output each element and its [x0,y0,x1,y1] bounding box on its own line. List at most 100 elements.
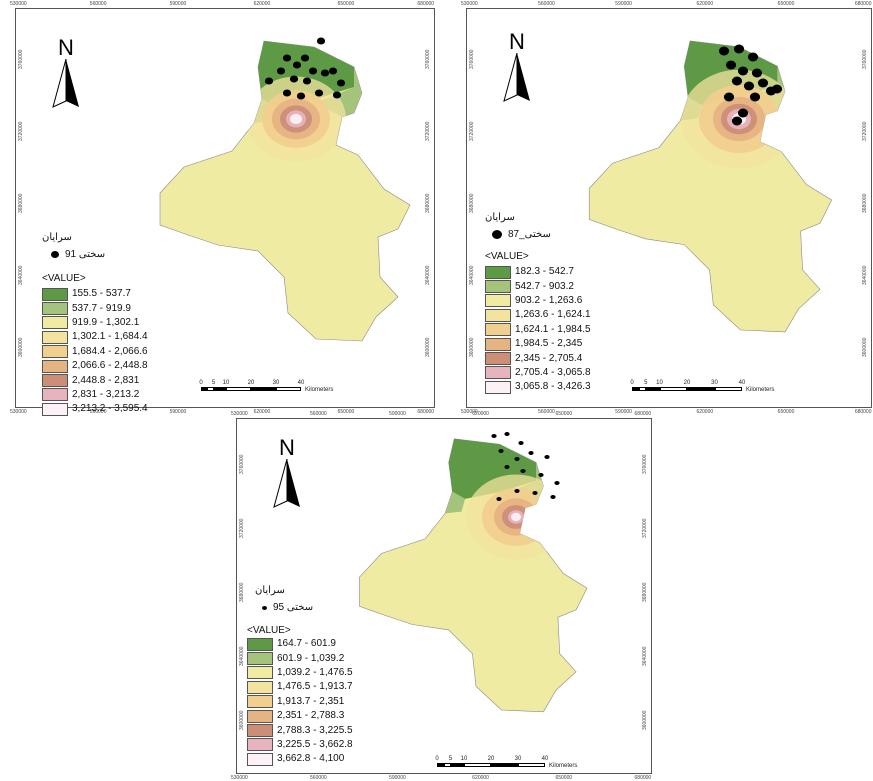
point-legend-entry: سختی_87 [492,229,551,240]
coord-tick-top: 590000 [389,411,406,417]
coord-tick-bottom: 620000 [696,409,714,415]
legend-label: 1,624.1 - 1,984.5 [515,323,591,335]
scale-tick-label: 0 [630,380,634,386]
point-symbol-icon [51,251,59,258]
sample-point [504,465,510,469]
legend-label: 1,476.5 - 1,913.7 [277,681,353,693]
scale-tick-label: 0 [435,756,439,762]
legend-swatch [42,388,68,402]
legend-swatch [42,374,68,388]
scale-segment [251,387,276,391]
coord-tick-bottom: 680000 [417,409,435,415]
legend-swatch [247,752,273,766]
scale-segment [437,763,444,767]
legend-label: 1,302.1 - 1,684.4 [72,331,148,343]
coord-tick-bottom: 560000 [310,775,327,781]
coord-tick-right: 3640000 [425,265,431,285]
legend-swatch [42,316,68,330]
sample-point [514,489,520,493]
sample-point [731,116,743,126]
region-boundary [588,40,833,333]
legend-row: 2,345 - 2,705.4 [485,351,591,366]
coord-tick-top: 560000 [89,1,107,7]
legend-row: 2,705.4 - 3,065.8 [485,366,591,380]
scale-segment [213,387,226,391]
legend-row: 903.2 - 1,263.6 [485,294,591,308]
scale-segment [226,387,251,391]
legend-swatch [247,666,273,680]
map-canvas [359,432,588,713]
legend-row: 1,263.6 - 1,624.1 [485,308,591,322]
sample-point [554,481,560,485]
coord-tick-top: 620000 [696,1,714,7]
sample-point [498,449,504,453]
coord-tick-right: 3760000 [425,49,431,69]
sample-point [518,441,524,445]
scale-tick-label: 40 [541,756,549,762]
coord-tick-right: 3760000 [642,454,648,474]
scale-bar: 0 5 10 20 30 40 Kilometers [199,380,333,393]
point-symbol-icon [262,605,267,610]
coord-tick-top: 620000 [253,1,271,7]
coord-tick-top: 560000 [538,1,555,7]
sample-point [737,66,749,76]
layer-title: سرایان [485,212,515,223]
layer-title: سرایان [42,232,72,243]
legend-label: 542.7 - 903.2 [515,280,574,292]
legend-swatch [42,287,68,301]
hotspot-ring-9 [290,113,302,125]
legend-swatch [42,345,68,359]
coord-tick-bottom: 560000 [89,409,107,415]
legend-label: 182.3 - 542.7 [515,266,574,278]
legend-label: 1,263.6 - 1,624.1 [515,309,591,321]
zone-class-2 [445,491,466,514]
legend-label: 2,705.4 - 3,065.8 [515,366,591,378]
scale-segment [201,387,208,391]
legend-label: 1,984.5 - 2,345 [515,338,583,350]
legend-swatch [485,294,511,308]
scale-tick-label: 10 [460,756,468,762]
coord-tick-top: 650000 [555,411,573,417]
point-label: سختی 91 [65,249,106,260]
scale-segment [464,763,491,767]
coord-tick-left: 3680000 [18,193,24,213]
sample-point [491,434,497,438]
legend-row: 3,065.8 - 3,426.3 [485,380,591,394]
legend-swatch [42,302,68,316]
map-canvas [159,37,411,342]
coord-tick-left: 3680000 [239,582,245,602]
map-panel-1: 530000 560000 590000 620000 650000 680000 5300… [10,2,435,416]
coord-tick-right: 3600000 [425,337,431,357]
coord-tick-top: 530000 [461,1,478,7]
legend-row: 1,476.5 - 1,913.7 [247,680,353,694]
coord-tick-top: 650000 [337,1,355,7]
legend-row: 155.5 - 537.7 [42,287,148,301]
coord-tick-top: 590000 [615,1,632,7]
legend-label: 2,066.6 - 2,448.8 [72,360,148,372]
coord-tick-bottom: 680000 [634,775,652,781]
scale-tick-label: 20 [487,756,495,762]
legend-row: 1,684.4 - 2,066.6 [42,345,148,359]
coord-tick-right: 3600000 [642,710,648,731]
legend-label: 3,213.2 - 3,595.4 [72,403,148,415]
legend-label: 601.9 - 1,039.2 [277,652,345,664]
coord-tick-bottom: 650000 [555,775,573,781]
coord-tick-right: 3680000 [425,193,431,213]
legend-swatch [42,330,68,344]
sample-point [751,68,763,78]
legend-swatch [485,280,511,294]
scale-segment [443,763,451,767]
scale-tick-label: 30 [711,380,718,386]
legend-swatch [247,738,273,752]
coord-tick-right: 3720000 [425,121,431,141]
coord-tick-top: 560000 [310,411,327,417]
coord-tick-right: 3600000 [862,337,868,357]
sample-point [264,77,274,85]
sample-point [504,432,510,436]
scale-segment [714,387,742,391]
point-legend-entry: سختی 95 [262,602,313,613]
scale-bar: 0 5 10 20 30 40 Kilometers [435,756,577,769]
sample-point [520,469,526,473]
coord-tick-bottom: 650000 [777,409,795,415]
legend-label: 2,448.8 - 2,831 [72,374,140,386]
